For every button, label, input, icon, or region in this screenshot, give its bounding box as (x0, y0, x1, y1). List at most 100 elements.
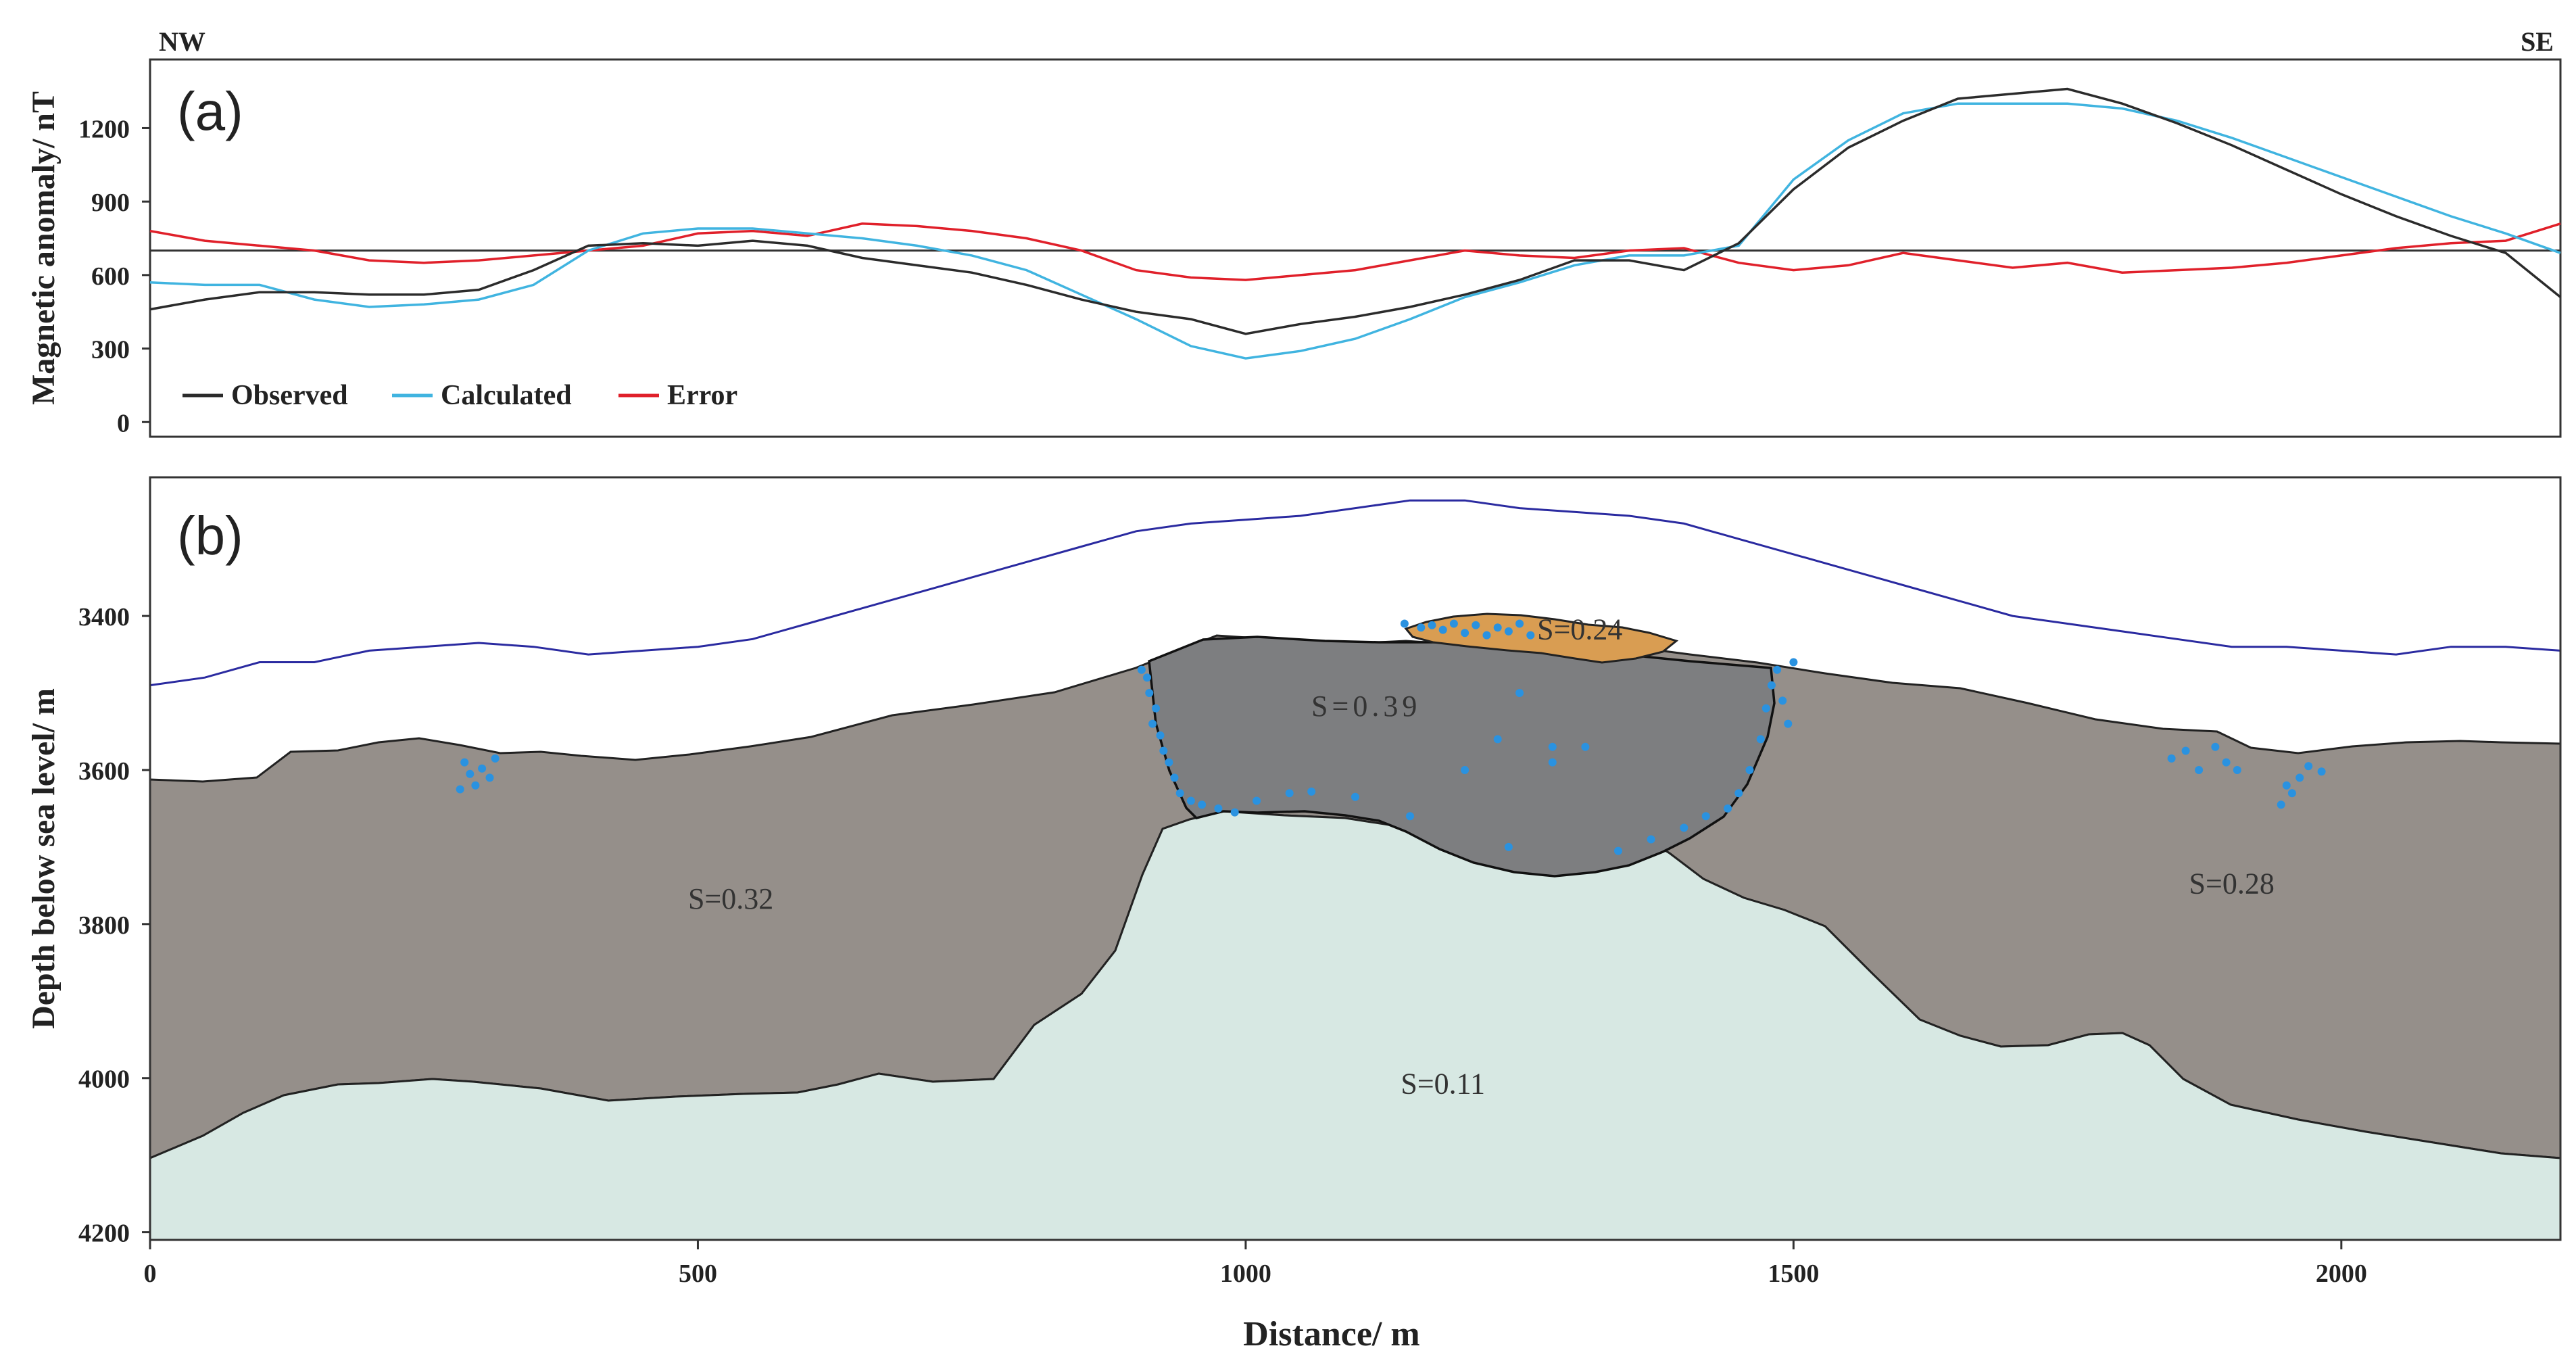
body-labels: S=0.32 S=0.39 S=0.24 S=0.11 S=0.28 (688, 613, 2275, 1100)
ytick-label-a-4: 1200 (78, 115, 130, 143)
data-point-15 (1285, 789, 1294, 798)
data-point-12 (1214, 804, 1223, 813)
legend-observed-label: Observed (231, 380, 348, 411)
data-point-23 (1581, 742, 1590, 751)
data-point-44 (1482, 631, 1491, 640)
data-point-55 (478, 764, 487, 773)
data-point-59 (2167, 754, 2176, 763)
data-point-31 (1756, 735, 1765, 744)
data-point-57 (491, 754, 500, 763)
data-point-46 (1504, 627, 1513, 635)
data-point-69 (2317, 767, 2326, 776)
data-point-54 (471, 781, 480, 790)
ytick-label-b-0: 3400 (78, 603, 130, 631)
data-point-24 (1614, 846, 1622, 855)
data-point-32 (1761, 704, 1770, 713)
panel-b-ylabel: Depth below sea level/ m (26, 688, 62, 1029)
data-point-29 (1734, 789, 1743, 798)
panel-a: (a) Magnetic anomaly/ nT 03006009001200 … (26, 58, 2562, 438)
ytick-label-b-4: 4200 (78, 1220, 130, 1248)
data-point-16 (1307, 787, 1316, 796)
data-point-18 (1406, 812, 1414, 821)
data-point-0 (1137, 665, 1146, 674)
data-point-37 (1789, 658, 1798, 667)
legend: Observed Calculated Error (183, 380, 737, 411)
data-point-25 (1647, 835, 1655, 844)
data-point-63 (2222, 758, 2231, 767)
panel-b-xticks: 0 500 1000 1500 2000 (144, 1240, 2367, 1288)
data-point-48 (1400, 619, 1409, 628)
data-point-51 (1504, 842, 1513, 851)
data-point-70 (2282, 781, 2291, 790)
data-point-3 (1152, 704, 1160, 713)
data-point-30 (1745, 766, 1754, 774)
panel-b-yticks: 3400 3600 3800 4000 4200 (78, 603, 150, 1248)
data-point-2 (1145, 689, 1154, 697)
legend-error-label: Error (667, 380, 737, 411)
ytick-label-a-3: 900 (91, 189, 130, 217)
body-label-3: S=0.11 (1401, 1068, 1485, 1101)
data-point-49 (1526, 631, 1535, 640)
data-point-34 (1773, 665, 1782, 674)
ytick-label-a-2: 600 (91, 262, 130, 291)
panel-b-label: (b) (177, 506, 243, 566)
xtick-label-2: 1000 (1220, 1260, 1271, 1288)
data-point-61 (2195, 766, 2204, 774)
data-point-17 (1351, 792, 1359, 801)
nw-label: NW (159, 26, 205, 57)
data-point-5 (1156, 731, 1165, 740)
xtick-label-1: 500 (679, 1260, 717, 1288)
xtick-label-0: 0 (144, 1260, 157, 1288)
data-point-35 (1778, 696, 1787, 705)
data-point-7 (1165, 758, 1173, 767)
data-point-28 (1724, 804, 1732, 813)
panel-b-frame (149, 476, 2562, 1241)
data-points (456, 619, 2326, 855)
data-point-62 (2211, 742, 2220, 751)
data-point-53 (466, 769, 475, 778)
body-label-4: S=0.28 (2189, 867, 2275, 900)
data-point-19 (1461, 766, 1469, 774)
xtick-label-4: 2000 (2316, 1260, 2367, 1288)
data-point-21 (1515, 689, 1524, 697)
data-point-39 (1428, 621, 1436, 629)
data-point-45 (1493, 623, 1502, 632)
data-point-47 (1515, 619, 1524, 628)
data-point-66 (2287, 789, 2296, 798)
body-label-0: S=0.32 (688, 882, 773, 915)
ytick-label-b-2: 3800 (78, 911, 130, 940)
data-point-64 (2233, 766, 2241, 774)
data-point-68 (2304, 762, 2313, 771)
body-label-1: S=0.39 (1311, 690, 1421, 723)
data-point-43 (1472, 621, 1480, 629)
data-point-41 (1449, 619, 1458, 628)
data-point-42 (1461, 629, 1469, 638)
data-point-38 (1417, 623, 1426, 632)
panel-b: S=0.32 S=0.39 S=0.24 S=0.11 S=0.28 (b) Depth… (26, 476, 2562, 1288)
data-point-14 (1253, 796, 1261, 805)
data-point-13 (1230, 808, 1239, 817)
data-point-26 (1680, 823, 1688, 832)
data-point-8 (1170, 773, 1179, 782)
observed-series-line (149, 87, 2562, 335)
data-point-10 (1186, 796, 1195, 805)
data-point-52 (460, 758, 469, 767)
data-point-60 (2181, 746, 2190, 755)
data-point-9 (1175, 789, 1184, 798)
ytick-label-b-1: 3600 (78, 757, 130, 786)
x-axis-label: Distance/ m (1243, 1315, 1419, 1353)
data-point-67 (2295, 773, 2304, 782)
surface-line (149, 499, 2561, 687)
data-point-33 (1767, 681, 1776, 690)
panel-a-frame (149, 58, 2562, 438)
data-point-1 (1143, 673, 1151, 682)
ytick-label-a-0: 0 (117, 409, 130, 437)
data-point-36 (1784, 719, 1793, 728)
xtick-label-3: 1500 (1768, 1260, 1819, 1288)
data-point-27 (1701, 812, 1710, 821)
error-series-line (149, 222, 2561, 281)
data-point-11 (1198, 800, 1207, 809)
data-point-6 (1159, 746, 1168, 755)
data-point-65 (2277, 800, 2285, 809)
